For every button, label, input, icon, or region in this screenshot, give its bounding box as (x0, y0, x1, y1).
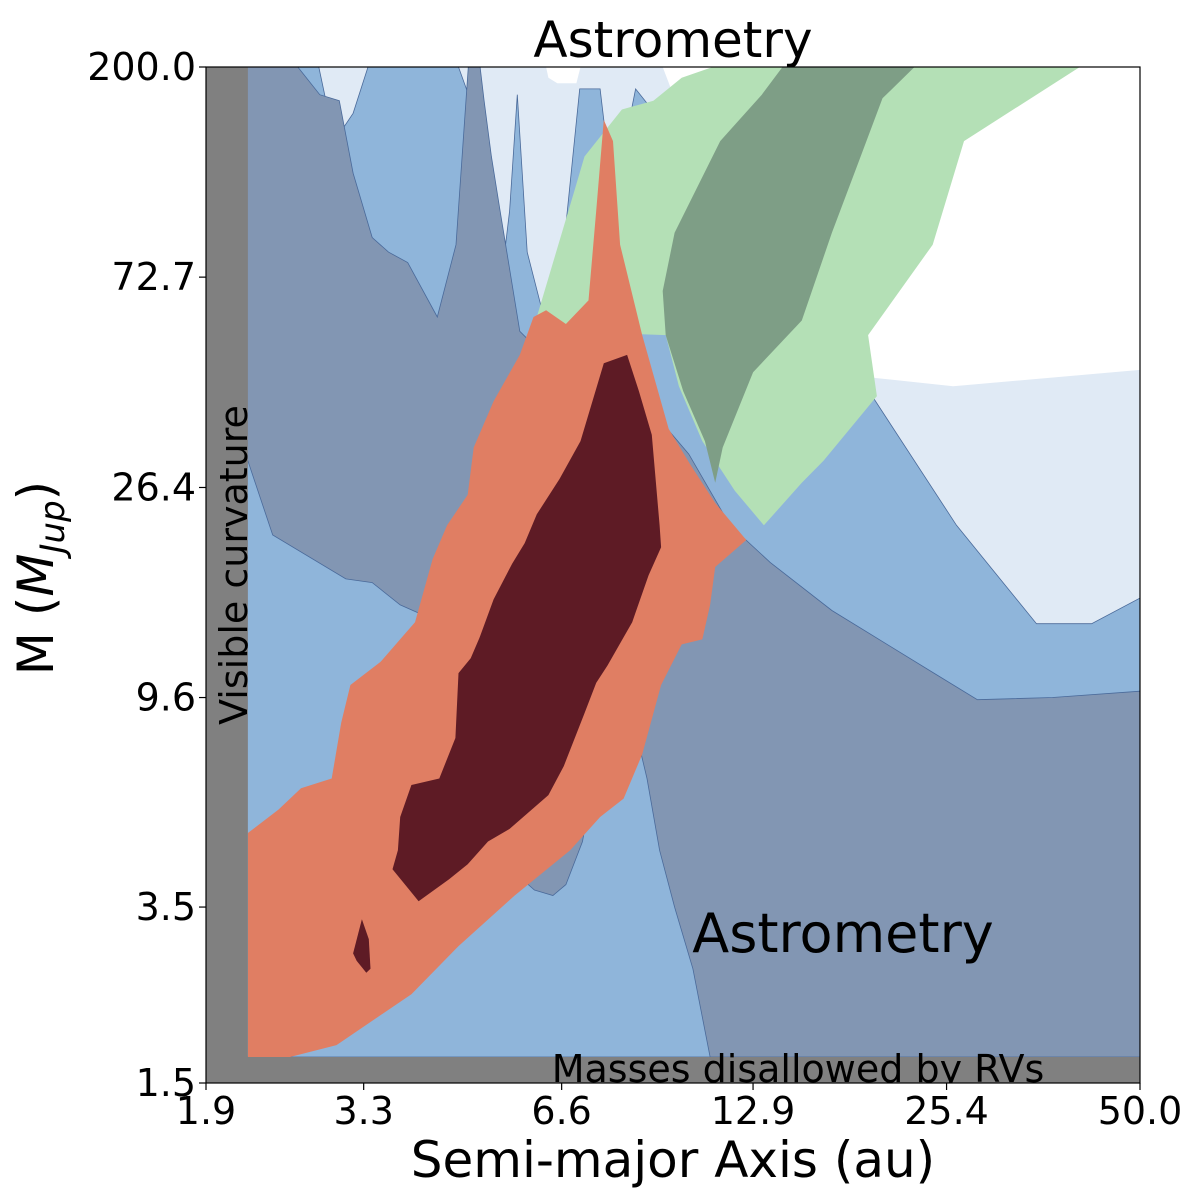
y-tick-label: 9.6 (136, 676, 196, 720)
x-tick-label: 3.3 (333, 1089, 393, 1133)
x-tick-label: 1.9 (176, 1089, 236, 1133)
y-tick-label: 72.7 (111, 255, 196, 299)
region-red-dark-9 (353, 919, 371, 973)
y-tick-label: 26.4 (111, 465, 196, 509)
x-tick-label: 50.0 (1098, 1089, 1183, 1133)
y-tick-label: 1.5 (136, 1061, 196, 1105)
chart-title: Astrometry (533, 11, 812, 69)
plot-frame (205, 66, 1141, 1084)
x-tick-label: 25.4 (904, 1089, 989, 1133)
y-tick-label: 3.5 (136, 885, 196, 929)
x-tick-label: 12.9 (711, 1089, 796, 1133)
y-axis-ticks: 1.5 3.5 9.6 26.4 72.7 200.0 (87, 45, 206, 1105)
x-axis-ticks: 1.9 3.3 6.6 12.9 25.4 50.0 (176, 1083, 1183, 1133)
y-axis-label: M (MJup) (7, 481, 73, 675)
astrometry-annotation: Astrometry (692, 902, 993, 965)
rv-mass-exclusion (206, 1057, 1140, 1083)
region-red-light-7 (247, 119, 747, 1057)
confidence-regions (206, 67, 1140, 1058)
x-tick-label: 6.6 (531, 1089, 591, 1133)
rv-annotation: Masses disallowed by RVs (552, 1047, 1045, 1091)
x-axis-label: Semi-major Axis (au) (411, 1131, 935, 1189)
plot-area: Visible curvature Masses disallowed by R… (206, 67, 1140, 1091)
region-green-dark-6 (662, 67, 915, 483)
visible-curvature-exclusion (206, 67, 248, 1083)
y-tick-label: 200.0 (87, 45, 196, 89)
curvature-annotation: Visible curvature (212, 405, 256, 725)
region-red-dark-8 (392, 354, 662, 902)
region-white-3 (546, 67, 581, 84)
